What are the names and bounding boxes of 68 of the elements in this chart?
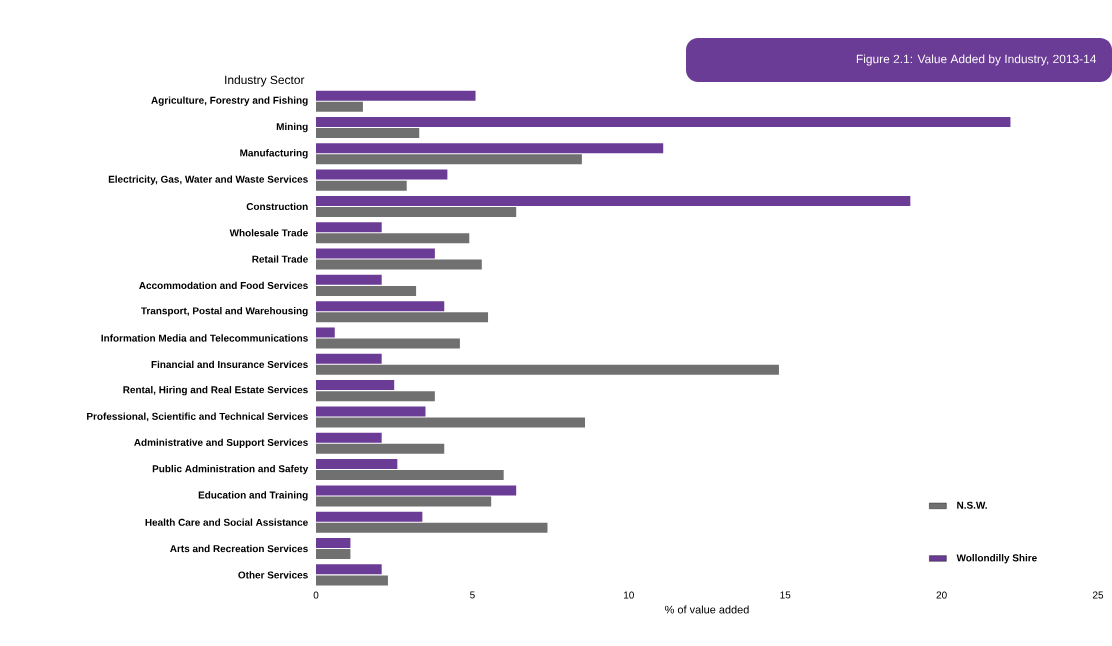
bar <box>316 417 586 428</box>
bar <box>316 195 911 206</box>
bar <box>316 391 435 402</box>
bar <box>316 259 482 270</box>
bar <box>316 432 382 443</box>
y-tick-label: Retail Trade <box>252 255 308 263</box>
bar <box>316 338 460 349</box>
bar <box>316 143 664 154</box>
bar <box>316 180 407 191</box>
bar <box>316 496 492 507</box>
x-tick-label: 10 <box>624 591 634 599</box>
y-tick-label: Arts and Recreation Services <box>170 544 308 553</box>
bar <box>316 485 517 496</box>
bar <box>316 206 517 217</box>
y-tick-label: Agriculture, Forestry and Fishing <box>151 96 308 106</box>
x-tick-label: 5 <box>470 591 475 599</box>
y-tick-label: Transport, Postal and Warehousing <box>140 307 308 317</box>
bar <box>316 90 476 101</box>
y-tick-label: Other Services <box>238 571 308 579</box>
bar <box>316 380 395 391</box>
y-tick-label: Health Care and Social Assistance <box>145 518 308 526</box>
y-tick-label: Electricity, Gas, Water and Waste Services <box>108 175 308 185</box>
x-axis-title: % of value added <box>665 605 749 614</box>
x-tick-label: 20 <box>936 591 947 599</box>
bar <box>316 248 435 259</box>
y-axis-title: Industry Sector <box>225 75 305 87</box>
bar <box>316 549 351 560</box>
bar <box>316 274 382 285</box>
bar <box>316 364 779 375</box>
bar <box>316 459 398 470</box>
legend-label: Wollondilly Shire <box>956 554 1037 564</box>
bar <box>316 128 420 138</box>
chart-title: Figure 2.1: Value Added by Industry, 2013-14 <box>856 54 1097 66</box>
bar <box>316 406 426 417</box>
y-tick-label: Public Administration and Safety <box>152 464 309 475</box>
y-tick-label: Education and Training <box>198 491 308 501</box>
legend-label: N.S.W. <box>957 501 987 509</box>
bar <box>316 470 504 481</box>
bar <box>316 285 417 296</box>
bar <box>316 169 448 180</box>
bar <box>316 443 445 454</box>
y-tick-label: Mining <box>276 122 308 133</box>
x-tick-label: 25 <box>1092 591 1104 599</box>
bar <box>316 575 388 586</box>
y-tick-label: Wholesale Trade <box>229 229 308 237</box>
y-tick-label: Accommodation and Food Services <box>139 281 308 290</box>
y-tick-label: Financial and Insurance Services <box>151 360 308 368</box>
bar <box>316 116 1011 127</box>
bar <box>316 538 351 548</box>
bar <box>316 301 445 312</box>
bar <box>316 233 470 244</box>
bar <box>316 154 582 165</box>
x-tick-label: 15 <box>780 591 791 599</box>
bar <box>316 222 382 233</box>
bar <box>316 511 423 522</box>
bar <box>316 522 548 533</box>
y-tick-label: Manufacturing <box>240 149 308 159</box>
y-tick-label: Rental, Hiring and Real Estate Services <box>123 385 308 396</box>
y-tick-label: Administrative and Support Services <box>134 438 308 448</box>
bar <box>316 101 363 112</box>
y-tick-label: Professional, Scientific and Technical Services <box>87 412 308 422</box>
y-tick-label: Construction <box>246 202 308 211</box>
y-tick-label: Information Media and Telecommunications <box>101 334 308 342</box>
bar <box>316 353 382 364</box>
bar <box>316 327 335 338</box>
bar <box>316 312 489 323</box>
x-tick-label: 0 <box>313 591 319 599</box>
bar <box>316 564 382 575</box>
